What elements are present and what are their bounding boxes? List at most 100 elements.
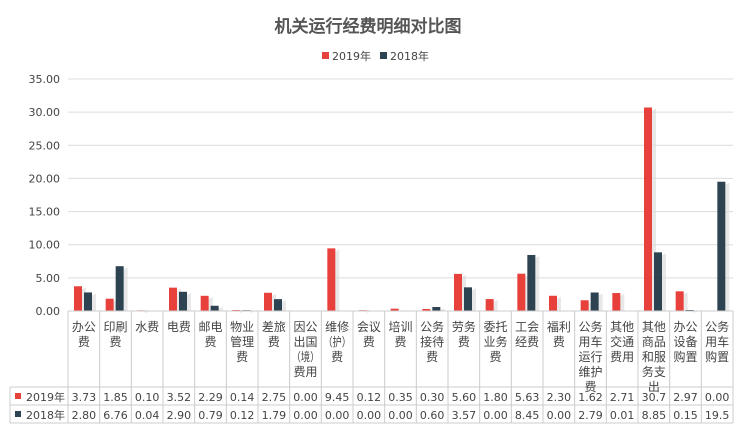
data-label: 19.5	[705, 409, 730, 422]
data-label: 0.30	[420, 391, 445, 404]
data-label: 1.79	[262, 409, 287, 422]
category-label: 购置	[705, 349, 729, 364]
data-label: 0.00	[357, 409, 382, 422]
data-label: 0.10	[135, 391, 160, 404]
data-label: 0.00	[705, 391, 730, 404]
bar	[717, 181, 726, 311]
category-label: 费	[331, 350, 343, 364]
bar-shadow	[250, 311, 255, 314]
legend-swatch	[380, 52, 387, 59]
y-tick-label: 20.00	[29, 172, 61, 185]
data-label: 0.00	[293, 409, 318, 422]
legend-label: 2018年	[390, 49, 429, 63]
data-label: 5.60	[452, 391, 477, 404]
data-label: 6.76	[103, 409, 128, 422]
data-label: 0.60	[420, 409, 445, 422]
y-tick-label: 0.00	[36, 305, 61, 318]
category-label: 购置	[673, 349, 697, 364]
bar	[527, 254, 536, 311]
data-label: 0.35	[388, 391, 413, 404]
bar	[612, 293, 621, 311]
bar-shadow	[683, 292, 688, 311]
bar-shadow	[440, 308, 445, 311]
data-label: 9.45	[325, 391, 350, 404]
bar	[549, 295, 557, 311]
category-label: 电费	[167, 320, 191, 334]
category-label: 用车	[705, 334, 729, 349]
table-legend-swatch	[15, 411, 21, 417]
bar	[169, 287, 177, 311]
category-label: 务支	[642, 364, 666, 379]
category-label: 费用	[293, 365, 317, 379]
data-label: 1.85	[103, 391, 128, 404]
bar	[644, 107, 652, 311]
data-label: 2.79	[578, 409, 603, 422]
data-label: 0.00	[388, 409, 413, 422]
bar	[274, 299, 282, 311]
data-label: 2.29	[198, 391, 223, 404]
table-series-label: 2019年	[26, 390, 65, 404]
category-label: 经费	[515, 335, 539, 349]
category-label: 邮电	[198, 320, 222, 334]
category-label: 公务	[705, 319, 729, 334]
bar	[464, 287, 472, 311]
bar	[517, 273, 526, 311]
category-label: 费	[204, 335, 216, 349]
category-label: 劳务	[452, 319, 476, 334]
category-label: 费	[236, 350, 248, 364]
category-label: 水费	[135, 320, 159, 334]
bar	[105, 298, 114, 311]
data-label: 0.00	[293, 391, 318, 404]
data-label: 2.30	[547, 391, 572, 404]
bar	[675, 291, 684, 311]
y-tick-label: 10.00	[29, 239, 61, 252]
bar	[115, 266, 124, 311]
category-label: 委托	[483, 320, 507, 334]
category-label: 费用	[610, 350, 634, 364]
bar-shadow	[367, 311, 371, 314]
data-label: 3.57	[452, 409, 477, 422]
category-label: 和服	[642, 350, 666, 364]
bar-shadow	[493, 300, 498, 311]
data-label: 0.12	[357, 391, 382, 404]
data-label: 30.7	[642, 391, 667, 404]
data-label: 2.80	[72, 409, 97, 422]
category-label: 办公	[673, 319, 697, 334]
category-label: 维修	[325, 319, 349, 334]
legend-label: 2019年	[332, 49, 371, 63]
legend-swatch	[322, 52, 329, 59]
bar-shadow	[92, 293, 96, 311]
table-legend-swatch	[15, 393, 21, 399]
category-label: 费	[78, 335, 90, 349]
y-tick-label: 5.00	[36, 272, 61, 285]
category-label: 运行	[578, 350, 602, 364]
category-label: 费	[268, 335, 280, 349]
category-label: 费	[553, 335, 565, 349]
data-label: 2.75	[262, 391, 287, 404]
y-tick-label: 25.00	[29, 139, 61, 152]
data-label: 2.71	[610, 391, 635, 404]
data-label: 0.04	[135, 409, 160, 422]
category-label: 出国	[293, 335, 317, 349]
category-label: 费	[458, 335, 470, 349]
bar	[590, 292, 599, 311]
category-label: （护）	[323, 335, 351, 349]
category-label: 差旅	[262, 320, 286, 334]
chart-title: 机关运行经费明细对比图	[275, 16, 462, 37]
data-label: 0.00	[483, 409, 508, 422]
bar-shadow	[282, 300, 286, 311]
bar	[74, 286, 82, 311]
bar-shadow	[620, 294, 625, 311]
table-series-label: 2018年	[26, 408, 65, 422]
bar	[422, 309, 431, 311]
bar	[432, 307, 441, 311]
category-label: 公务	[578, 319, 602, 334]
data-label: 8.85	[642, 409, 667, 422]
bar-shadow	[725, 182, 730, 311]
category-label: 培训	[388, 319, 412, 334]
category-label: 业务	[483, 334, 507, 349]
data-label: 3.73	[72, 391, 97, 404]
category-label: 福利	[547, 319, 571, 334]
data-label: 0.14	[230, 391, 255, 404]
